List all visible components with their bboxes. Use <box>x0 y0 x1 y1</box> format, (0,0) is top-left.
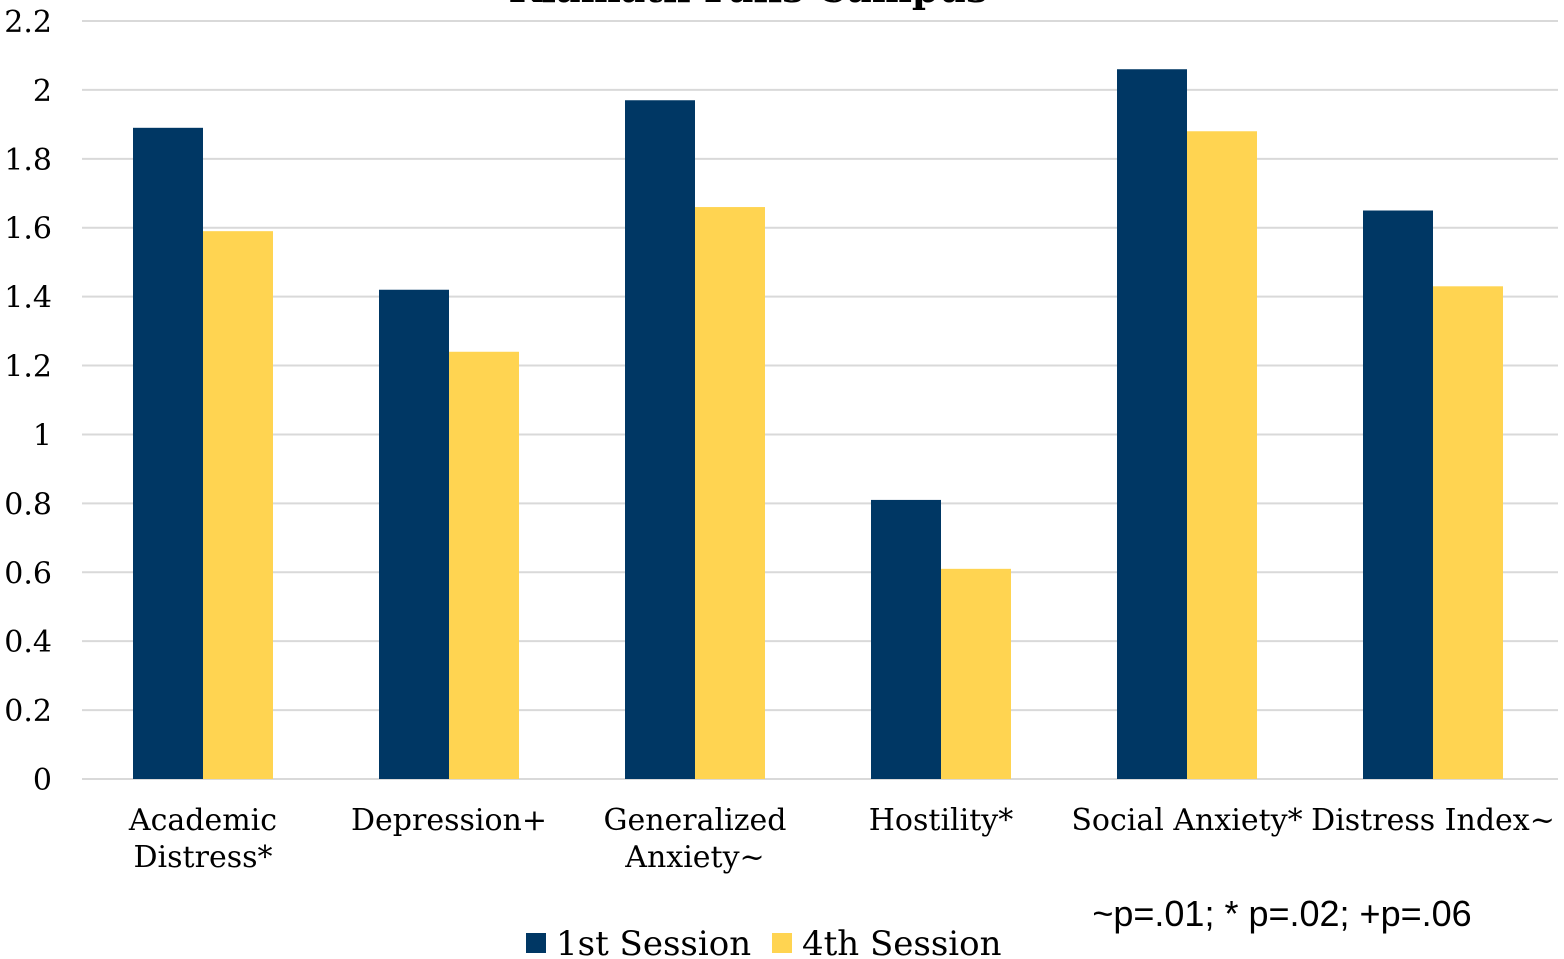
bar-fourth-session <box>695 207 765 779</box>
bar-first-session <box>133 127 203 780</box>
y-tick-label: 0 <box>33 763 52 798</box>
x-category-label: Social Anxiety* <box>1071 803 1302 838</box>
y-tick-label: 0.2 <box>4 694 52 729</box>
x-category-label: Depression+ <box>351 803 547 838</box>
bar-first-session <box>871 499 941 779</box>
bar-first-session <box>625 100 695 779</box>
chart-title: Klamath Falls Campus <box>508 0 987 11</box>
bar-first-session <box>1363 210 1433 779</box>
y-axis-tick-labels: 0 0.2 0.4 0.6 0.8 1 1.2 1.4 1.6 1.8 2 2.2 <box>4 5 52 798</box>
legend: 1st Session 4th Session <box>526 924 1002 959</box>
y-tick-label: 2.2 <box>4 5 52 40</box>
bar-first-session <box>1117 69 1187 779</box>
bar-fourth-session <box>1433 286 1503 779</box>
legend-swatch <box>772 933 792 953</box>
gridlines <box>82 20 1558 780</box>
y-tick-label: 2 <box>33 74 52 109</box>
bar-fourth-session <box>203 231 273 779</box>
legend-label: 4th Session <box>802 924 1002 959</box>
x-category-label: Generalized Anxiety~ <box>604 803 787 875</box>
bar-first-session <box>379 289 449 779</box>
x-category-label: Distress Index~ <box>1311 803 1555 838</box>
y-tick-label: 1.2 <box>4 350 52 385</box>
y-tick-label: 1 <box>33 418 52 453</box>
y-tick-label: 0.8 <box>4 487 52 522</box>
significance-note: ~p=.01; * p=.02; +p=.06 <box>1092 893 1471 934</box>
bar-fourth-session <box>449 351 519 779</box>
y-tick-label: 1.6 <box>4 212 52 247</box>
legend-swatch <box>526 933 546 953</box>
bar-fourth-session <box>1187 131 1257 780</box>
y-tick-label: 1.4 <box>4 281 52 316</box>
x-category-label: Hostility* <box>869 803 1013 838</box>
x-category-label: Academic Distress* <box>128 803 277 875</box>
y-tick-label: 0.6 <box>4 556 52 591</box>
y-tick-label: 1.8 <box>4 143 52 178</box>
y-tick-label: 0.4 <box>4 625 52 660</box>
bar-fourth-session <box>941 568 1011 779</box>
legend-label: 1st Session <box>556 924 751 959</box>
bars <box>133 69 1503 780</box>
x-axis-category-labels: Academic Distress* Depression+ Generalized A… <box>128 803 1555 875</box>
